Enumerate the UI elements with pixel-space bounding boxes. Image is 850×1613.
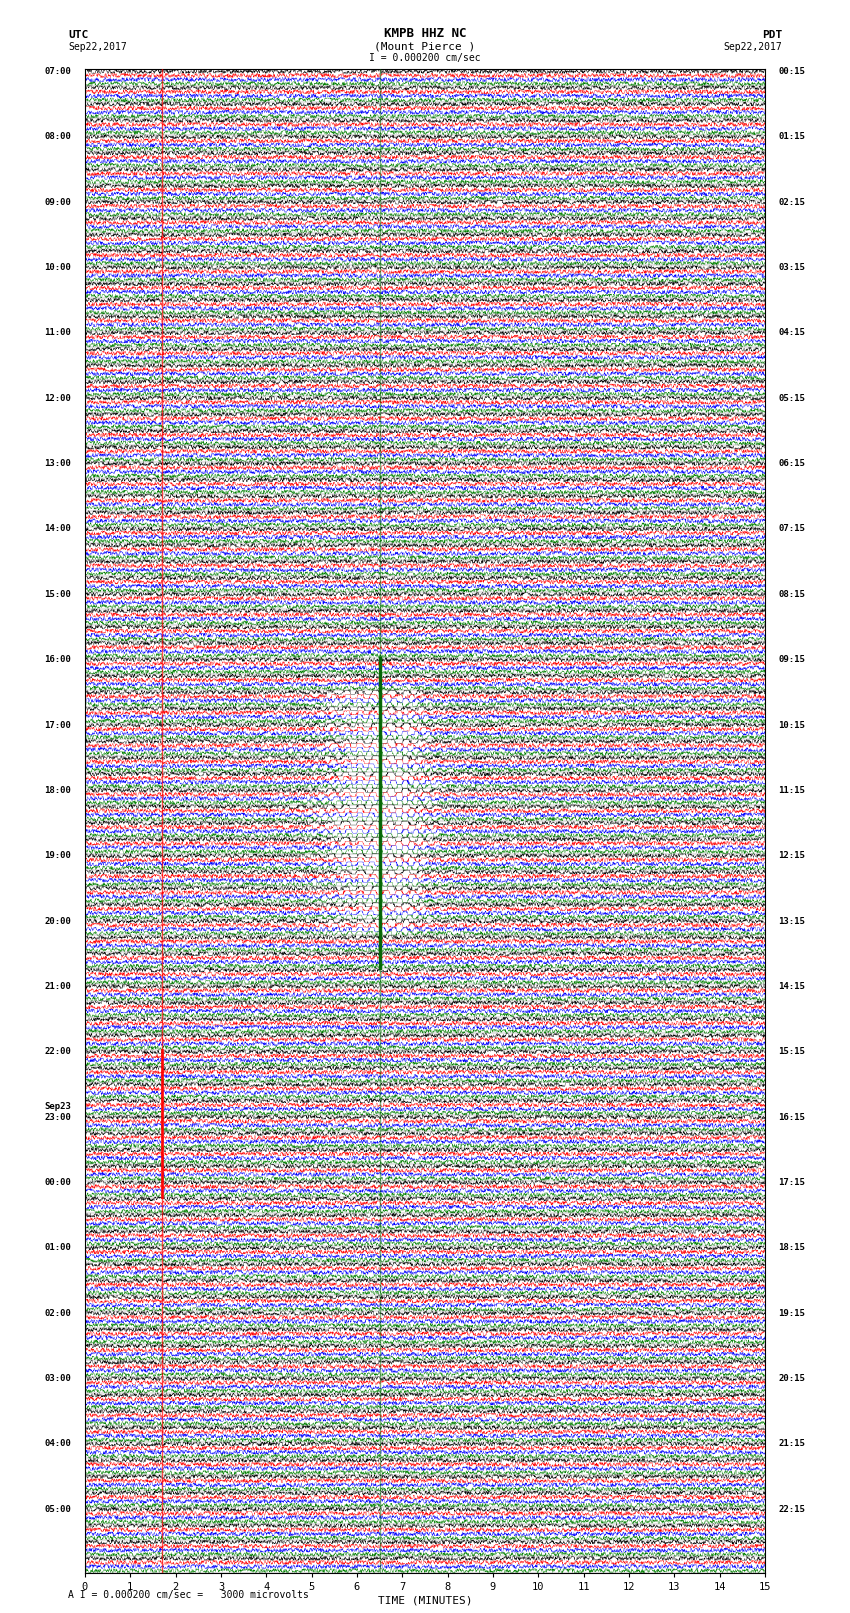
- Text: 09:15: 09:15: [779, 655, 806, 665]
- Text: 17:15: 17:15: [779, 1177, 806, 1187]
- Text: 18:15: 18:15: [779, 1244, 806, 1252]
- Text: 11:00: 11:00: [44, 329, 71, 337]
- Text: 03:15: 03:15: [779, 263, 806, 273]
- Text: 14:15: 14:15: [779, 982, 806, 990]
- Text: UTC: UTC: [68, 31, 88, 40]
- Text: 15:00: 15:00: [44, 590, 71, 598]
- Text: 09:00: 09:00: [44, 198, 71, 206]
- Text: 10:00: 10:00: [44, 263, 71, 273]
- Text: I = 0.000200 cm/sec: I = 0.000200 cm/sec: [369, 53, 481, 63]
- Text: 02:00: 02:00: [44, 1308, 71, 1318]
- Text: 22:00: 22:00: [44, 1047, 71, 1057]
- Text: A I = 0.000200 cm/sec =   3000 microvolts: A I = 0.000200 cm/sec = 3000 microvolts: [68, 1590, 309, 1600]
- Text: 23:00: 23:00: [44, 1113, 71, 1121]
- Text: 20:00: 20:00: [44, 916, 71, 926]
- Text: 12:00: 12:00: [44, 394, 71, 403]
- Text: 19:15: 19:15: [779, 1308, 806, 1318]
- Text: 18:00: 18:00: [44, 786, 71, 795]
- Text: 06:15: 06:15: [779, 460, 806, 468]
- Text: 07:15: 07:15: [779, 524, 806, 534]
- Text: 00:15: 00:15: [779, 66, 806, 76]
- Text: 05:15: 05:15: [779, 394, 806, 403]
- Text: 21:15: 21:15: [779, 1439, 806, 1448]
- Text: 12:15: 12:15: [779, 852, 806, 860]
- Text: 07:00: 07:00: [44, 66, 71, 76]
- Text: KMPB HHZ NC: KMPB HHZ NC: [383, 27, 467, 40]
- Text: 16:00: 16:00: [44, 655, 71, 665]
- Text: Sep22,2017: Sep22,2017: [68, 42, 127, 52]
- Text: 01:00: 01:00: [44, 1244, 71, 1252]
- Text: 04:15: 04:15: [779, 329, 806, 337]
- Text: 01:15: 01:15: [779, 132, 806, 142]
- Text: 10:15: 10:15: [779, 721, 806, 729]
- Text: PDT: PDT: [762, 31, 782, 40]
- Text: Sep22,2017: Sep22,2017: [723, 42, 782, 52]
- Text: 19:00: 19:00: [44, 852, 71, 860]
- Text: 14:00: 14:00: [44, 524, 71, 534]
- Text: Sep23: Sep23: [44, 1102, 71, 1111]
- X-axis label: TIME (MINUTES): TIME (MINUTES): [377, 1595, 473, 1607]
- Text: 08:00: 08:00: [44, 132, 71, 142]
- Text: 04:00: 04:00: [44, 1439, 71, 1448]
- Text: 17:00: 17:00: [44, 721, 71, 729]
- Text: 00:00: 00:00: [44, 1177, 71, 1187]
- Text: 13:15: 13:15: [779, 916, 806, 926]
- Text: 13:00: 13:00: [44, 460, 71, 468]
- Text: 22:15: 22:15: [779, 1505, 806, 1515]
- Text: 03:00: 03:00: [44, 1374, 71, 1382]
- Text: 15:15: 15:15: [779, 1047, 806, 1057]
- Text: 05:00: 05:00: [44, 1505, 71, 1515]
- Text: 08:15: 08:15: [779, 590, 806, 598]
- Text: 02:15: 02:15: [779, 198, 806, 206]
- Text: 11:15: 11:15: [779, 786, 806, 795]
- Text: 20:15: 20:15: [779, 1374, 806, 1382]
- Text: 21:00: 21:00: [44, 982, 71, 990]
- Text: (Mount Pierce ): (Mount Pierce ): [374, 42, 476, 52]
- Text: 16:15: 16:15: [779, 1113, 806, 1121]
